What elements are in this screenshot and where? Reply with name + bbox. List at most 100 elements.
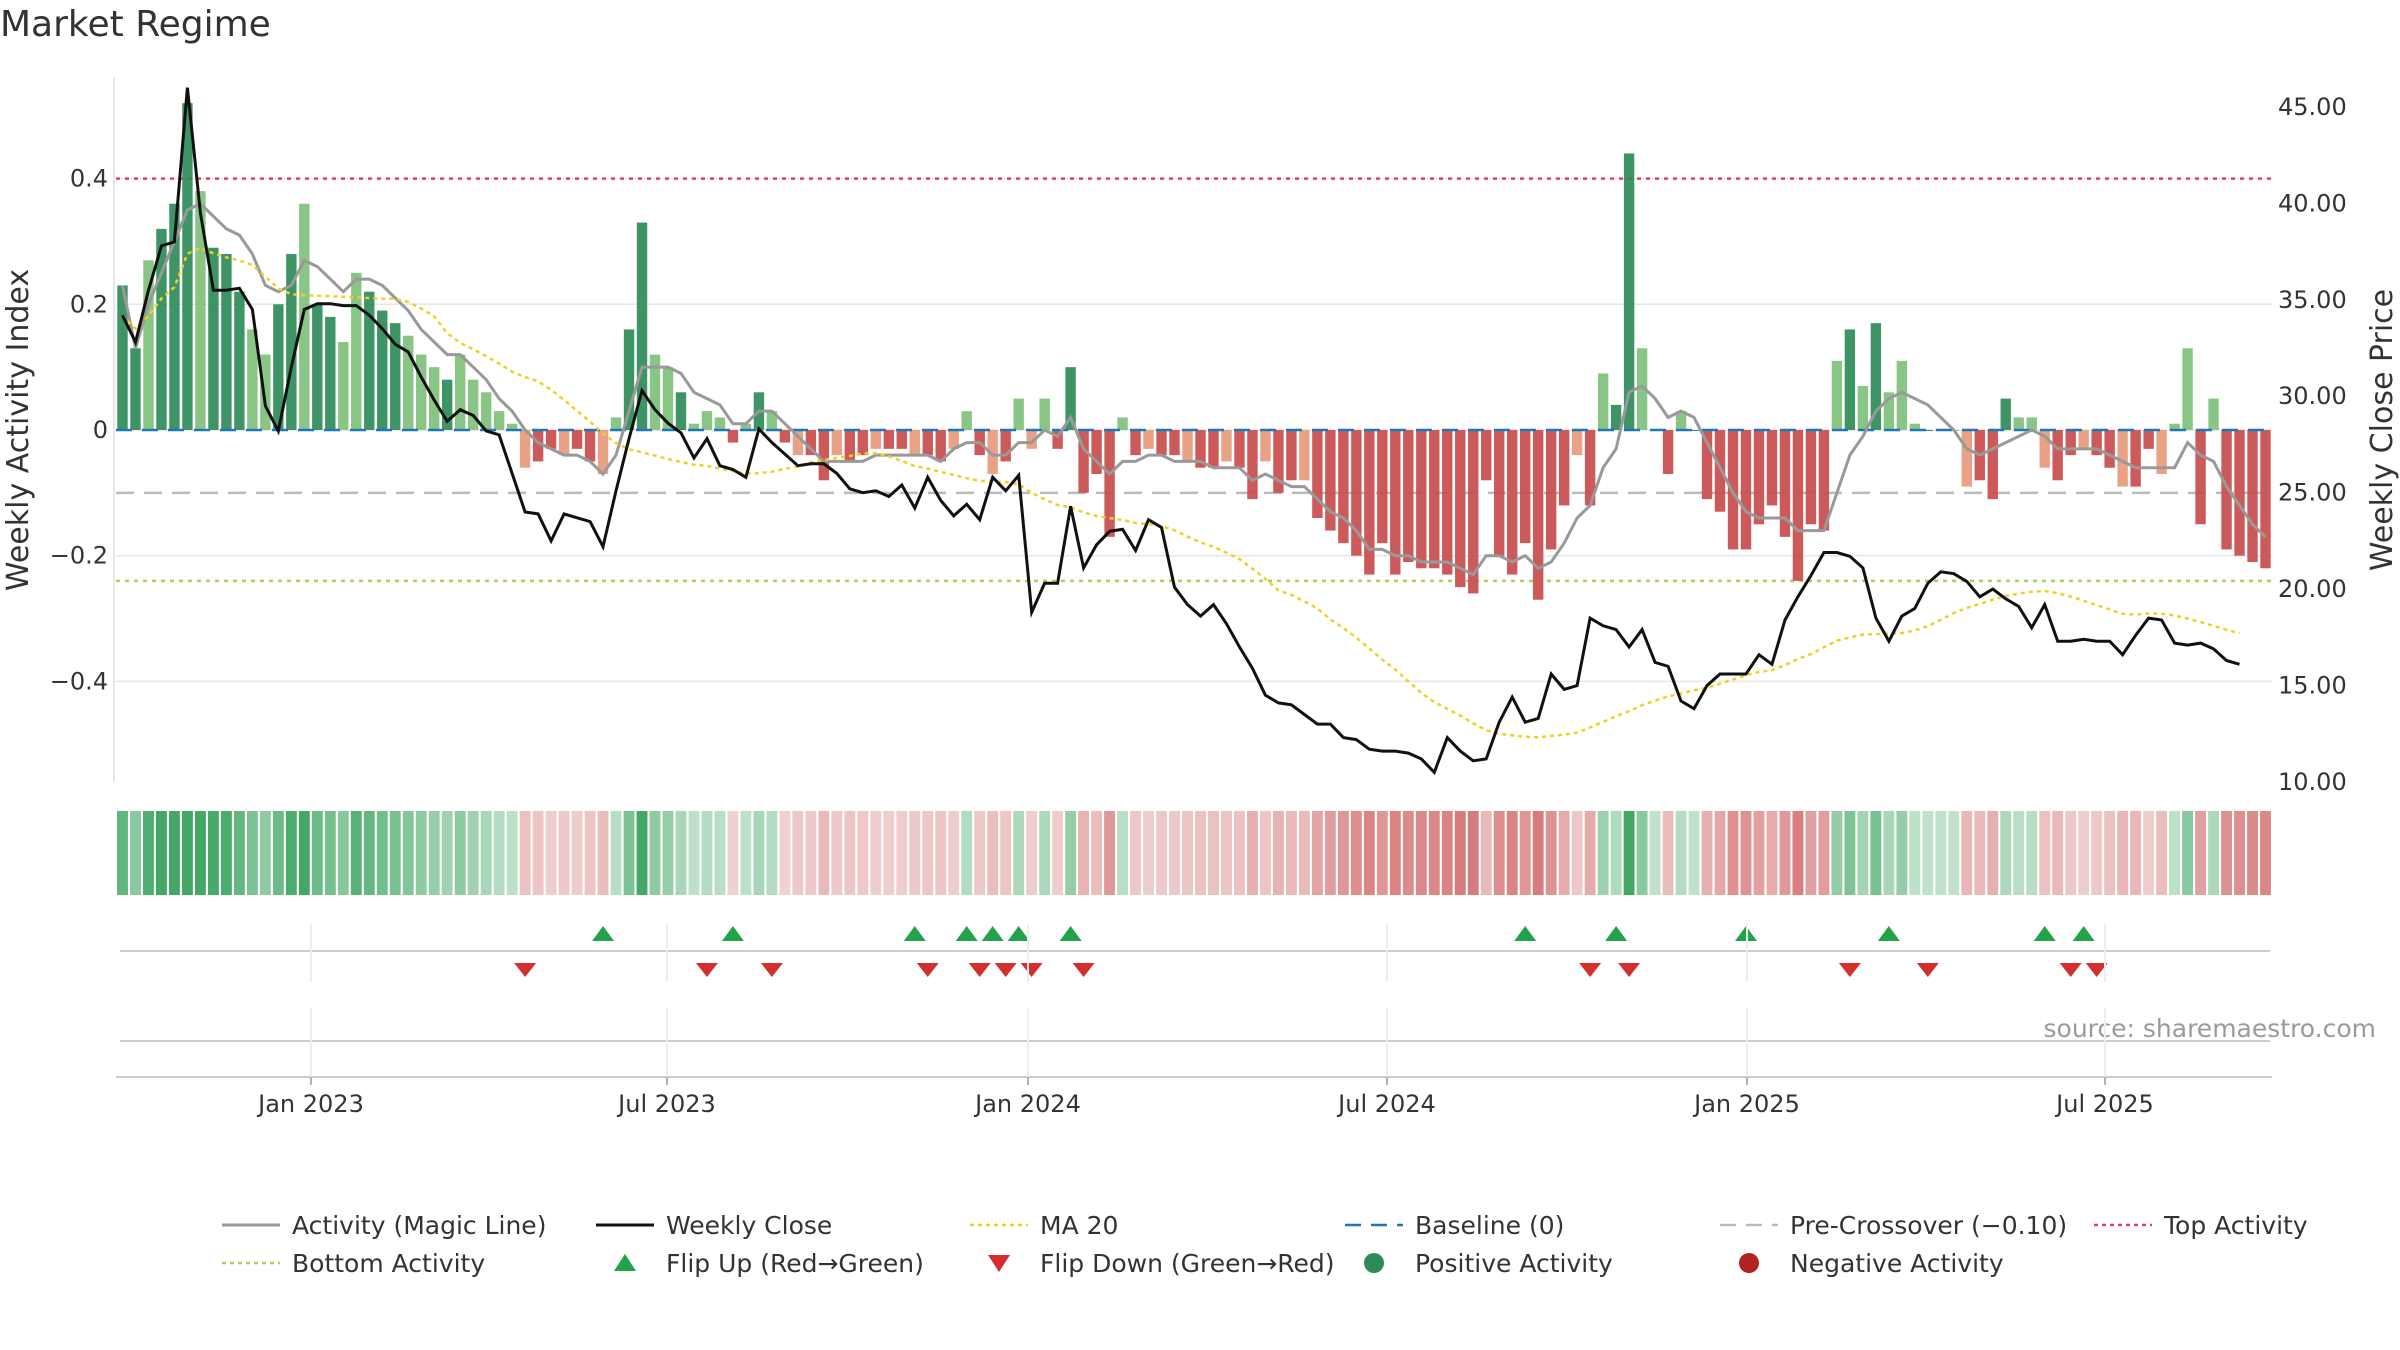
activity-bar xyxy=(390,323,401,430)
source-credit: source: sharemaestro.com xyxy=(2043,1014,2377,1043)
heat-cell xyxy=(1831,811,1843,895)
legend-item: Weekly Close xyxy=(596,1211,832,1240)
activity-bar xyxy=(1481,430,1492,481)
heat-cell xyxy=(1519,811,1531,895)
activity-bar xyxy=(1623,153,1635,430)
x-tick-label: Jul 2024 xyxy=(1336,1090,1436,1118)
heat-cell xyxy=(1649,811,1661,895)
heat-cell xyxy=(324,811,336,895)
flip-up-marker xyxy=(903,926,926,941)
heat-cell xyxy=(1805,811,1817,895)
activity-bar xyxy=(1701,430,1713,500)
activity-bar xyxy=(1494,430,1505,556)
heat-cell xyxy=(1948,811,1960,895)
heat-cell xyxy=(2195,811,2207,895)
heat-cell xyxy=(1078,811,1090,895)
heat-cell xyxy=(246,811,258,895)
flip-up-marker xyxy=(955,926,978,941)
activity-bar xyxy=(857,430,869,456)
heat-cell xyxy=(766,811,778,895)
flip-up-marker xyxy=(1877,926,1900,941)
activity-bar xyxy=(896,430,907,449)
activity-bar xyxy=(454,354,466,430)
heat-cell xyxy=(480,811,492,895)
activity-bar xyxy=(247,329,258,430)
heat-cell xyxy=(1987,811,1999,895)
heat-cell xyxy=(311,811,323,895)
heat-cell xyxy=(143,811,154,895)
activity-bar xyxy=(1273,430,1284,493)
heat-cell xyxy=(675,811,687,895)
heat-cell xyxy=(1389,811,1401,895)
y-right-tick-label: 10.00 xyxy=(2278,768,2347,796)
heat-cell xyxy=(2130,811,2142,895)
activity-bar xyxy=(1325,430,1336,531)
heat-cell xyxy=(207,811,219,895)
activity-bar xyxy=(818,430,830,481)
activity-bar xyxy=(1312,430,1323,518)
heat-cell xyxy=(389,811,401,895)
heat-cell xyxy=(1234,811,1245,895)
heat-cell xyxy=(1065,811,1077,895)
activity-bar xyxy=(1766,430,1778,506)
heat-cell xyxy=(1480,811,1492,895)
y-right-tick-label: 30.00 xyxy=(2278,382,2347,410)
heat-cell xyxy=(402,811,414,895)
heat-cell xyxy=(337,811,349,895)
heat-cell xyxy=(415,811,427,895)
activity-bar xyxy=(961,411,972,430)
activity-bar xyxy=(2169,423,2180,430)
legend-item: Bottom Activity xyxy=(222,1249,485,1278)
heat-cell xyxy=(1350,811,1362,895)
heat-cell xyxy=(2143,811,2155,895)
activity-bar xyxy=(1130,430,1141,456)
heat-cell xyxy=(610,811,622,895)
flip-up-marker xyxy=(1059,926,1082,941)
activity-bar xyxy=(2234,430,2245,556)
heat-cell xyxy=(688,811,700,895)
heat-cell xyxy=(2026,811,2038,895)
heat-cell xyxy=(156,811,167,895)
heat-cell xyxy=(1454,811,1466,895)
activity-bar xyxy=(2260,430,2271,569)
x-axis: Jan 2023 Jul 2023 Jan 2024 Jul 2024 Jan 2025… xyxy=(256,924,2154,1118)
activity-bar xyxy=(467,379,479,430)
activity-bar xyxy=(1870,323,1882,430)
heat-cell xyxy=(1026,811,1038,895)
heat-cell xyxy=(363,811,375,895)
activity-bar xyxy=(1545,430,1557,550)
activity-bar xyxy=(1260,430,1271,462)
activity-bar xyxy=(948,430,959,449)
activity-bar xyxy=(416,354,427,430)
activity-bar xyxy=(532,430,544,462)
heat-cell xyxy=(467,811,479,895)
activity-bar xyxy=(2182,348,2193,430)
y-left-tick-label: −0.4 xyxy=(50,667,108,695)
activity-bar xyxy=(1299,430,1310,481)
magic-line-series xyxy=(121,201,2267,577)
activity-bar xyxy=(1831,360,1843,430)
heat-cell xyxy=(1441,811,1453,895)
heat-cell xyxy=(1000,811,1012,895)
legend-swatch xyxy=(1364,1253,1384,1273)
activity-bar xyxy=(1922,430,1934,431)
heat-cell xyxy=(2247,811,2258,895)
y-left-axis-title: Weekly Activity Index xyxy=(1,269,36,591)
activity-bar xyxy=(1688,430,1700,431)
y-right-axis-title: Weekly Close Price xyxy=(2365,289,2400,571)
activity-bar xyxy=(1286,430,1297,481)
activity-bar xyxy=(1364,430,1375,575)
heat-cell xyxy=(662,811,674,895)
flip-up-marker xyxy=(981,926,1004,941)
heat-cell xyxy=(545,811,557,895)
heat-cell xyxy=(1883,811,1895,895)
flip-up-marker xyxy=(2072,926,2095,941)
heat-cell xyxy=(714,811,726,895)
heat-cell xyxy=(2117,811,2129,895)
legend-item: Flip Down (Green→Red) xyxy=(988,1249,1335,1278)
flip-down-marker xyxy=(695,963,718,977)
activity-bar xyxy=(1909,423,1921,430)
activity-bar xyxy=(117,285,128,430)
activity-bar xyxy=(1390,430,1401,575)
heat-cell xyxy=(727,811,739,895)
